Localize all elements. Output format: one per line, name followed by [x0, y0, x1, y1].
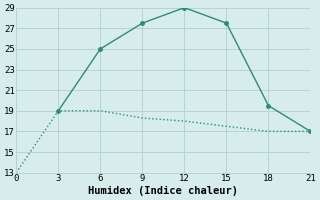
X-axis label: Humidex (Indice chaleur): Humidex (Indice chaleur): [88, 186, 238, 196]
